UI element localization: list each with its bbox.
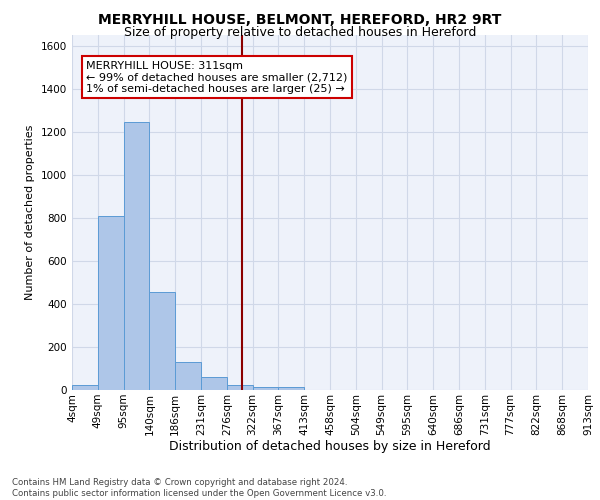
Bar [201, 377, 227, 390]
Bar [253, 387, 278, 390]
Text: MERRYHILL HOUSE: 311sqm
← 99% of detached houses are smaller (2,712)
1% of semi-: MERRYHILL HOUSE: 311sqm ← 99% of detache… [86, 61, 347, 94]
Text: MERRYHILL HOUSE, BELMONT, HEREFORD, HR2 9RT: MERRYHILL HOUSE, BELMONT, HEREFORD, HR2 … [98, 12, 502, 26]
X-axis label: Distribution of detached houses by size in Hereford: Distribution of detached houses by size … [169, 440, 491, 454]
Bar [98, 216, 124, 390]
Y-axis label: Number of detached properties: Number of detached properties [25, 125, 35, 300]
Bar [149, 292, 175, 390]
Text: Contains HM Land Registry data © Crown copyright and database right 2024.
Contai: Contains HM Land Registry data © Crown c… [12, 478, 386, 498]
Bar [227, 384, 253, 390]
Bar [278, 387, 304, 390]
Text: Size of property relative to detached houses in Hereford: Size of property relative to detached ho… [124, 26, 476, 39]
Bar [124, 122, 149, 390]
Bar [72, 384, 98, 390]
Bar [175, 362, 201, 390]
